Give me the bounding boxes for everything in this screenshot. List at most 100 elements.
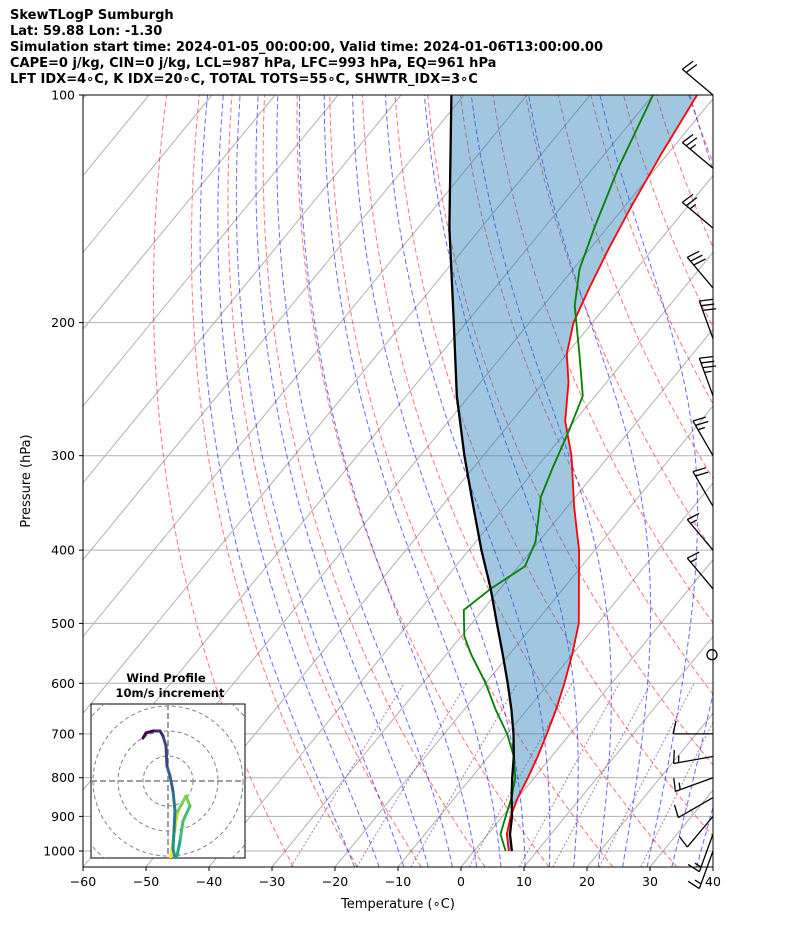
barb-staff [698,833,714,872]
moist-adiabat [298,95,478,867]
moist-adiabat [217,95,380,867]
barb-half-flag [678,782,681,790]
barb-staff [698,300,714,339]
mixing-ratio-line [598,683,695,867]
barb-flag [700,360,715,364]
barb-flag [673,804,679,818]
chart-title: SkewTLogP Sumburgh [10,8,174,23]
isotherm-line [776,95,794,867]
moist-adiabat [528,95,652,867]
barb-flag [681,60,694,70]
mixing-ratio-line [640,721,713,867]
barb-flag [686,551,700,559]
hodograph-segment [172,809,177,833]
hodograph-segment [184,794,192,808]
barb-flag [681,193,694,203]
isotherm-line [460,558,713,867]
barb-half-flag [690,558,698,563]
x-tick-label: 30 [642,874,658,889]
wind-barbs [672,60,718,890]
cape-cin-area [449,95,698,851]
moist-adiabat [384,95,551,867]
barb-flag [702,308,717,312]
hodograph-segment [181,804,192,823]
hodograph-segment [168,774,175,793]
moist-adiabat [423,95,579,867]
wind-barb [681,60,714,96]
dry-adiabat [329,95,614,867]
dry-adiabat [754,95,794,867]
wind-barb [673,777,714,793]
wind-barb [681,193,714,229]
x-tick-label: 40 [705,874,721,889]
barb-flag [685,137,698,147]
axes: −60 −50 −40 −30 −20 −10 0 10 20 30 40 100 200 300 400 5… [43,88,721,890]
barb-half-flag [689,203,697,210]
dry-adiabat [688,95,713,164]
barb-flag [685,197,698,207]
wind-barb [686,551,714,590]
hodograph-segment [171,847,177,858]
dry-adiabat [262,95,486,867]
hodograph-title: Wind Profile [126,671,206,685]
isotherm-line [83,95,276,330]
barb-flag [692,416,706,422]
barb-staff [698,850,714,889]
barb-half-flag [690,519,698,524]
wind-barb [673,797,714,819]
wind-barb [686,512,714,551]
barb-flag [695,471,709,477]
y-tick-label: 400 [51,543,75,558]
mixing-ratio-line [290,683,405,867]
barb-flag [681,134,694,144]
isotherm-line [334,405,713,867]
wind-barb [692,416,714,457]
dry-adiabat [525,95,713,552]
y-tick-label: 900 [51,809,75,824]
isotherm-line [208,251,713,867]
barb-half-flag [704,370,712,373]
isotherm-line [649,789,713,867]
hodograph-segment [176,839,182,853]
x-axis-label: Temperature (∘C) [340,897,455,912]
isotherm-line [83,95,339,407]
moist-adiabat [599,95,699,867]
barb-flag [700,303,715,307]
dry-adiabat [721,95,794,867]
dry-adiabat [427,95,713,766]
barb-staff [681,68,714,96]
indices-line-1: CAPE=0 j/kg, CIN=0 j/kg, LCL=987 hPa, LF… [10,56,497,71]
dry-adiabat [153,95,294,867]
moist-adiabat [323,95,502,867]
isotherm-line [145,174,713,867]
wind-barb [692,467,714,507]
barb-staff [692,420,714,457]
x-tick-label: −40 [196,874,222,889]
wind-barb [686,250,714,289]
y-tick-label: 700 [51,726,75,741]
barb-flag [690,254,703,262]
barb-half-flag [689,144,697,150]
isotherm-line [586,712,713,867]
wind-barb [681,134,714,169]
isotherm-line [83,95,213,254]
wind-barb [698,298,717,339]
dry-adiabat [190,95,358,867]
barb-staff [686,519,714,551]
dry-adiabat [623,95,713,329]
barb-staff [678,797,714,819]
barb-flag [673,778,677,792]
moist-adiabat [235,95,405,867]
hodograph-segment [161,734,168,748]
dry-adiabat [361,95,678,867]
dry-adiabat [655,95,713,249]
y-axis-label: Pressure (hPa) [19,434,34,527]
dry-adiabat [492,95,713,624]
isotherm-line [712,866,713,867]
isotherm-line [83,95,402,484]
dry-adiabat [787,95,794,867]
x-tick-label: −10 [385,874,411,889]
dry-adiabat [296,95,550,867]
y-tick-label: 300 [51,448,75,463]
